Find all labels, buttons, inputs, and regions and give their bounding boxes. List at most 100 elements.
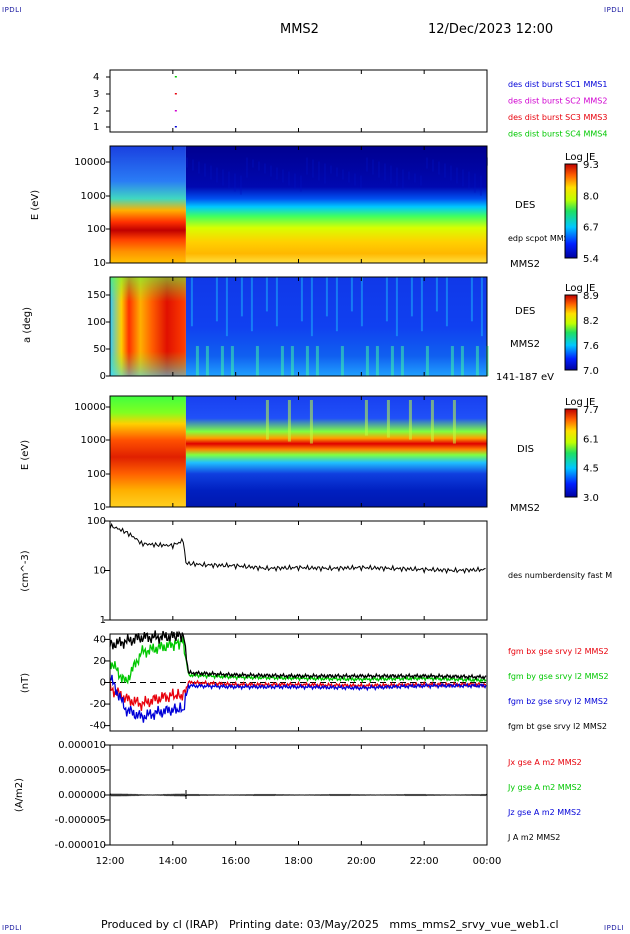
- des-pitch-texture: [425, 346, 429, 376]
- des-pitch-texture: [350, 277, 353, 312]
- des-energy-texture: [425, 157, 428, 169]
- des-pitch-texture: [220, 346, 224, 376]
- dis-energy-texture: [309, 400, 313, 444]
- des-pitch-texture: [460, 346, 464, 376]
- des-pitch-energy-range: 141-187 eV: [496, 372, 554, 383]
- y-tick-label: 10: [93, 258, 106, 269]
- des-pitch-texture: [240, 277, 243, 317]
- y-tick-label: 40: [93, 634, 106, 645]
- des-energy-texture: [395, 167, 398, 187]
- x-tick-label: 22:00: [410, 856, 439, 867]
- density-line: [109, 522, 486, 575]
- des-energy-texture: [479, 175, 482, 196]
- des-energy-colorbar-title: Log JE: [565, 152, 595, 163]
- dis-energy-colorbar-tick: 7.7: [583, 405, 599, 416]
- dis-energy-ylabel: E (eV): [20, 440, 31, 470]
- des-pitch-texture: [205, 346, 209, 376]
- current-line: [109, 793, 488, 797]
- dis-energy-texture: [408, 400, 412, 440]
- des-energy-texture: [377, 161, 380, 178]
- des-energy-texture: [299, 175, 302, 192]
- des-pitch-texture: [265, 277, 268, 312]
- y-tick-label: 50: [93, 344, 106, 355]
- y-tick-label: 10000: [74, 402, 106, 413]
- des-energy-texture: [227, 171, 230, 189]
- des-pitch-texture: [375, 346, 379, 376]
- des-pitch-colorbar-tick: 7.0: [583, 366, 599, 377]
- des-pitch-sc: MMS2: [510, 339, 540, 350]
- des-pitch-texture: [255, 346, 259, 376]
- dis-energy-colorbar-title: Log JE: [565, 397, 595, 408]
- des-pitch-texture: [280, 346, 284, 376]
- des-pitch-colorbar-title: Log JE: [565, 283, 595, 294]
- des-energy-texture: [317, 161, 320, 181]
- des-energy-texture: [449, 165, 452, 181]
- des-pitch-texture: [400, 346, 404, 376]
- burst-legend-item: des dist burst SC2 MMS2: [508, 97, 607, 106]
- des-energy-texture: [203, 163, 206, 177]
- des-pitch-texture: [315, 346, 319, 376]
- current-legend-item: J A m2 MMS2: [507, 833, 560, 842]
- des-pitch-texture: [365, 346, 369, 376]
- des-energy-texture: [341, 169, 344, 180]
- dis-energy-texture: [287, 400, 291, 442]
- des-energy-texture: [245, 157, 248, 178]
- des-energy-texture: [239, 175, 242, 195]
- corner-label-bottom-left: IPDLI: [2, 924, 23, 932]
- bfield-legend-item: fgm bz gse srvy l2 MMS2: [508, 697, 608, 706]
- x-tick-label: 20:00: [347, 856, 376, 867]
- des-pitch-texture: [190, 277, 193, 327]
- des-energy-colorbar-tick: 8.0: [583, 191, 599, 202]
- des-pitch-texture: [360, 277, 363, 327]
- des-energy-texture: [293, 173, 296, 189]
- des-energy-region-after: [185, 146, 487, 263]
- density-legend: des numberdensity fast M: [508, 571, 612, 580]
- des-energy-texture: [353, 173, 356, 186]
- dis-energy-sc: MMS2: [510, 503, 540, 514]
- des-pitch-texture: [395, 277, 398, 337]
- burst-mark: [174, 126, 177, 128]
- y-tick-label: 2: [93, 106, 99, 117]
- y-tick-label: 0: [100, 678, 106, 689]
- des-pitch-texture: [310, 277, 313, 337]
- des-energy-colorbar-tick: 6.7: [583, 223, 599, 234]
- des-pitch-texture: [410, 277, 413, 317]
- des-energy-texture: [311, 159, 314, 178]
- des-energy-texture: [455, 167, 458, 184]
- x-tick-label: 16:00: [221, 856, 250, 867]
- bfield-legend-item: fgm by gse srvy l2 MMS2: [508, 672, 609, 681]
- burst-mark: [174, 110, 177, 112]
- y-tick-label: 0.000000: [58, 790, 106, 801]
- dis-energy-colorbar-tick: 4.5: [583, 464, 599, 475]
- des-pitch-texture: [275, 277, 278, 327]
- des-energy-region-before: [110, 146, 186, 263]
- corner-label-bottom-right: IPDLI: [604, 924, 625, 932]
- des-energy-texture: [233, 173, 236, 192]
- corner-label-top-right: IPDLI: [604, 6, 625, 14]
- des-pitch-texture: [480, 277, 483, 337]
- des-energy-texture: [359, 175, 362, 189]
- des-pitch-texture: [390, 346, 394, 376]
- bfield-ylabel: (nT): [20, 673, 31, 693]
- dis-energy-colorbar-tick: 6.1: [583, 434, 599, 445]
- bfield-legend-item: fgm bt gse srvy l2 MMS2: [508, 722, 607, 731]
- des-energy-texture: [431, 159, 434, 172]
- dis-energy-region-before: [110, 396, 186, 507]
- des-energy-texture: [473, 173, 476, 193]
- y-tick-label: 10000: [74, 157, 106, 168]
- datetime-title: 12/Dec/2023 12:00: [428, 22, 554, 37]
- burst-mark: [174, 93, 177, 95]
- des-energy-texture: [407, 171, 410, 180]
- des-energy-texture: [413, 173, 416, 183]
- dis-energy-species: DIS: [517, 444, 534, 455]
- dis-energy-texture: [452, 400, 456, 444]
- y-tick-label: 100: [87, 516, 106, 527]
- des-pitch-texture: [250, 277, 253, 332]
- burst-panel-frame: [109, 69, 488, 133]
- y-tick-label: 1: [93, 122, 99, 133]
- des-energy-texture: [191, 159, 194, 171]
- burst-legend-item: des dist burst SC4 MMS4: [508, 130, 607, 139]
- des-pitch-region-after: [185, 277, 487, 376]
- burst-legend-item: des dist burst SC1 MMS1: [508, 80, 607, 89]
- y-tick-label: -20: [90, 699, 106, 710]
